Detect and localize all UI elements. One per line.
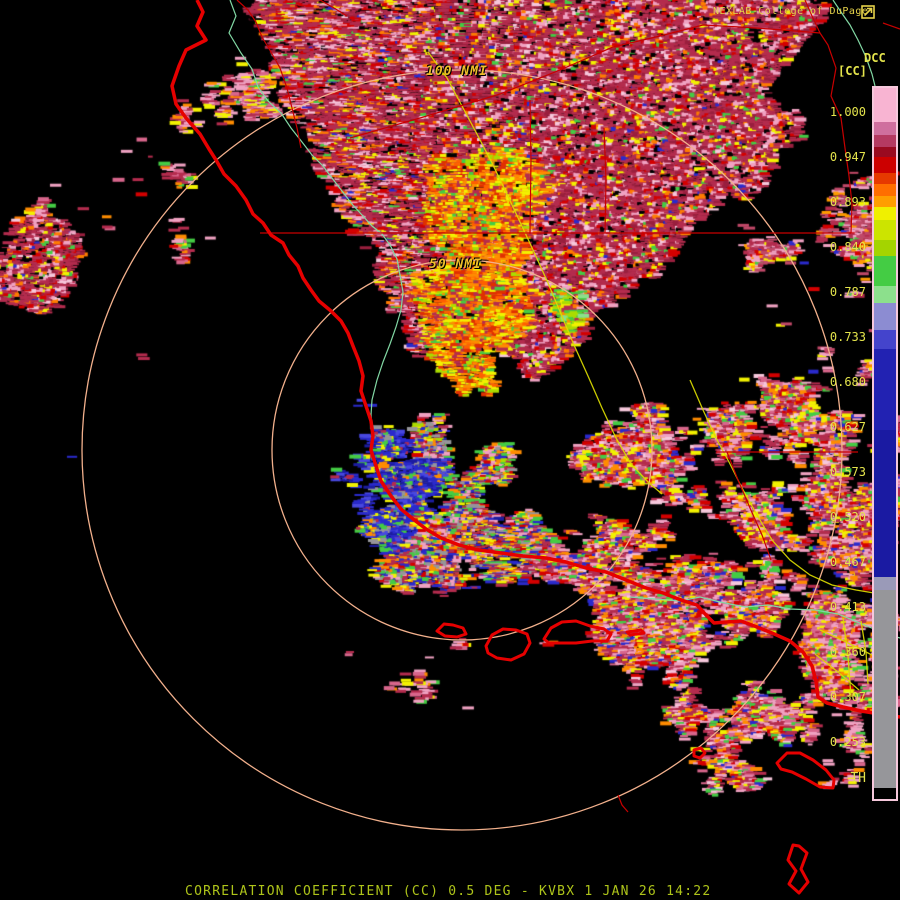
product-title: CORRELATION COEFFICIENT (CC) 0.5 DEG - K… <box>185 884 712 899</box>
range-rings <box>81 69 843 831</box>
colorbar-segment <box>874 196 896 207</box>
colorbar-tick-label: 0.680 <box>829 375 866 389</box>
colorbar-segment <box>874 88 896 122</box>
island-outlines <box>435 619 836 895</box>
colorbar-tick-label: 0.413 <box>829 600 866 614</box>
colorbar-segment <box>874 173 896 184</box>
colorbar-segment <box>874 256 896 286</box>
colorbar-tick-label: 0.627 <box>829 420 866 434</box>
colorbar-segment <box>874 122 896 135</box>
colorbar-tick-label: 0.253 <box>829 735 866 749</box>
colorbar-segment <box>874 788 896 799</box>
colorbar-tick-label: 0.947 <box>829 150 866 164</box>
range-ring-label-50nmi: 50 NMI <box>429 257 482 272</box>
colorbar-segment <box>874 303 896 330</box>
external-link-icon[interactable] <box>860 4 876 20</box>
colorbar-segment <box>874 240 896 256</box>
colorbar-segment <box>874 590 896 788</box>
colorbar-tick-label: 1.000 <box>829 105 866 119</box>
colorbar-segment <box>874 220 896 240</box>
colorbar-units-label: [CC] <box>838 64 867 78</box>
colorbar-tick-label: 0.733 <box>829 330 866 344</box>
colorbar-segment <box>874 207 896 220</box>
colorbar-tick-label: 0.360 <box>829 645 866 659</box>
colorbar-segment <box>874 349 896 430</box>
colorbar-segment <box>874 135 896 147</box>
colorbar-tick-label: 0.787 <box>829 285 866 299</box>
river-lines <box>228 0 900 639</box>
colorbar-tick-label: 0.893 <box>829 195 866 209</box>
colorbar-tick-label: 0.840 <box>829 240 866 254</box>
colorbar-tick-label: 0.307 <box>829 690 866 704</box>
county-border-lines <box>236 0 900 813</box>
range-ring <box>271 259 653 641</box>
colorbar-segment <box>874 147 896 157</box>
colorbar-segment <box>874 286 896 303</box>
colorbar-tick-label: 0.520 <box>829 510 866 524</box>
header-title: NEXLAB-College of DuPage <box>713 6 869 17</box>
colorbar-segment <box>874 330 896 349</box>
colorbar-segment <box>874 157 896 173</box>
colorbar-segment <box>874 430 896 577</box>
colorbar-segment <box>874 184 896 196</box>
colorbar-product-label: DCC <box>864 51 886 65</box>
colorbar <box>872 86 898 801</box>
road-lines <box>427 51 881 698</box>
colorbar-threshold-label: TH <box>850 771 866 786</box>
colorbar-segment <box>874 577 896 590</box>
coastline <box>170 0 900 719</box>
colorbar-tick-label: 0.467 <box>829 555 866 569</box>
range-ring <box>81 69 843 831</box>
range-ring-label-100nmi: 100 NMI <box>426 64 488 79</box>
colorbar-tick-label: 0.573 <box>829 465 866 479</box>
